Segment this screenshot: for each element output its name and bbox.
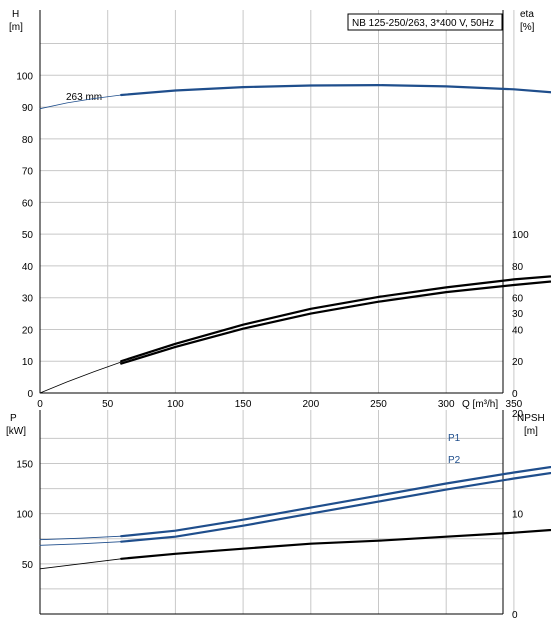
y-left-tick-label: 70 [22, 167, 34, 178]
power-tick-label: 100 [16, 510, 33, 521]
curve-extrapolation [39, 558, 122, 570]
y-right-tick-label: 40 [512, 325, 524, 336]
title-box [347, 13, 503, 31]
curves [39, 84, 551, 570]
npsh-curve [120, 528, 551, 560]
y-right-tick-label: 60 [512, 294, 524, 305]
y-left-tick-label: 10 [22, 357, 34, 368]
x-tick-label: 100 [167, 399, 184, 410]
tick-labels: 0501001502002503003504004505005506000102… [16, 71, 529, 621]
x-tick-label: 350 [506, 399, 523, 410]
npsh-tick-label: 0 [512, 610, 518, 621]
y-left-tick-label: 100 [16, 71, 33, 82]
power-tick-label: 50 [22, 560, 34, 571]
npsh-axis-unit: [m] [524, 426, 538, 437]
series-label-p1: P1 [448, 433, 461, 444]
efficiency-curve [120, 280, 551, 365]
y-left-tick-label: 50 [22, 230, 34, 241]
power-axis-unit: [kW] [6, 426, 26, 437]
x-tick-label: 50 [102, 399, 114, 410]
chart-title: NB 125-250/263, 3*400 V, 50Hz [352, 18, 494, 29]
y-right-tick-label: 100 [512, 230, 529, 241]
y-left-tick-label: 30 [22, 294, 34, 305]
y-left-tick-label: 60 [22, 198, 34, 209]
y-left-tick-label: 0 [27, 389, 33, 400]
x-axis-label: Q [m³/h] [462, 399, 498, 410]
x-tick-label: 200 [302, 399, 319, 410]
top-grid [39, 10, 515, 394]
y-axis-right-unit: [%] [520, 22, 535, 33]
npsh-axis-label: NPSH [517, 413, 545, 424]
y-left-tick-label: 80 [22, 135, 34, 146]
bottom-plot-area [40, 410, 503, 614]
x-tick-label: 300 [438, 399, 455, 410]
npsh-tick-label: 30 [512, 309, 524, 320]
y-right-tick-label: 80 [512, 262, 524, 273]
y-axis-right-label: eta [520, 9, 534, 20]
power-curve-p1 [120, 465, 551, 538]
efficiency-curve [39, 361, 122, 394]
head-curve [120, 84, 551, 97]
bottom-grid [39, 410, 515, 615]
power-axis-label: P [10, 413, 17, 424]
curve-extrapolation [39, 541, 122, 546]
y-axis-left-label: H [12, 9, 19, 20]
npsh-tick-label: 20 [512, 409, 524, 420]
top-plot-area [40, 10, 503, 393]
npsh-tick-label: 10 [512, 510, 524, 521]
head-curve [39, 94, 122, 110]
y-axis-left-unit: [m] [9, 22, 23, 33]
efficiency-curve [120, 275, 551, 363]
power-tick-label: 150 [16, 459, 33, 470]
y-right-tick-label: 0 [512, 389, 518, 400]
y-left-tick-label: 20 [22, 325, 34, 336]
x-tick-label: 150 [235, 399, 252, 410]
power-curve-p2 [120, 471, 551, 543]
x-tick-label: 250 [370, 399, 387, 410]
y-left-tick-label: 40 [22, 262, 34, 273]
series-label-p2: P2 [448, 455, 461, 466]
x-tick-label: 0 [37, 399, 43, 410]
y-left-tick-label: 90 [22, 103, 34, 114]
curve-annotation: 263 mm [66, 92, 102, 103]
y-right-tick-label: 20 [512, 357, 524, 368]
curve-extrapolation [39, 535, 122, 541]
